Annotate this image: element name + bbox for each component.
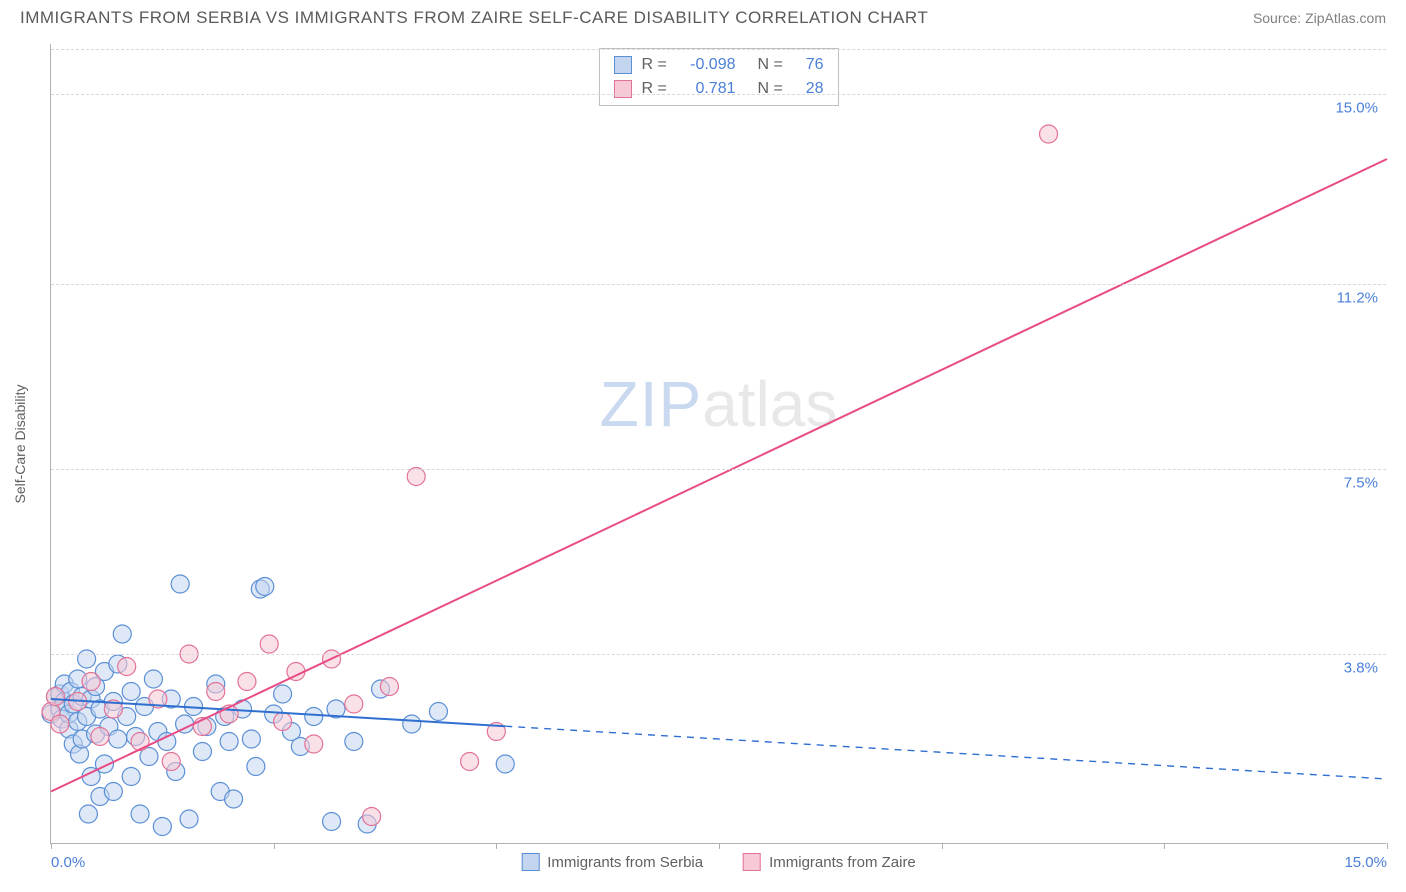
legend-label: Immigrants from Zaire: [769, 854, 916, 871]
trend-line: [51, 159, 1387, 792]
data-point: [363, 808, 381, 826]
legend-r-label: R =: [642, 53, 670, 77]
legend-item: Immigrants from Zaire: [743, 853, 916, 871]
data-point: [461, 753, 479, 771]
data-point: [118, 658, 136, 676]
legend-swatch: [743, 853, 761, 871]
data-point: [193, 743, 211, 761]
legend-item: Immigrants from Serbia: [521, 853, 703, 871]
gridline: [51, 469, 1386, 470]
data-point: [380, 678, 398, 696]
data-point: [78, 650, 96, 668]
legend-row: R = -0.098 N = 76: [614, 53, 824, 77]
data-point: [247, 758, 265, 776]
x-tick: [1387, 843, 1388, 849]
x-tick-label: 15.0%: [1344, 854, 1387, 871]
y-tick-label: 15.0%: [1335, 100, 1378, 117]
data-point: [122, 683, 140, 701]
y-tick-label: 3.8%: [1344, 660, 1378, 677]
chart-title: IMMIGRANTS FROM SERBIA VS IMMIGRANTS FRO…: [20, 8, 928, 28]
data-point: [323, 813, 341, 831]
data-point: [305, 708, 323, 726]
x-tick-label: 0.0%: [51, 854, 85, 871]
data-point: [274, 713, 292, 731]
data-point: [79, 805, 97, 823]
data-point: [131, 805, 149, 823]
data-point: [158, 733, 176, 751]
data-point: [51, 715, 69, 733]
x-tick: [942, 843, 943, 849]
data-point: [305, 735, 323, 753]
data-point: [46, 688, 64, 706]
y-tick-label: 7.5%: [1344, 475, 1378, 492]
data-point: [260, 635, 278, 653]
data-point: [113, 625, 131, 643]
legend-r-value: 0.781: [680, 77, 736, 101]
data-point: [109, 730, 127, 748]
data-point: [238, 673, 256, 691]
data-point: [180, 810, 198, 828]
data-point: [131, 733, 149, 751]
data-point: [256, 578, 274, 596]
legend-row: R = 0.781 N = 28: [614, 77, 824, 101]
data-point: [144, 670, 162, 688]
x-tick: [274, 843, 275, 849]
legend-n-value: 76: [796, 53, 824, 77]
y-tick-label: 11.2%: [1337, 290, 1378, 307]
y-axis-label: Self-Care Disability: [12, 384, 28, 503]
data-point: [407, 468, 425, 486]
data-point: [242, 730, 260, 748]
legend-n-value: 28: [796, 77, 824, 101]
data-point: [162, 753, 180, 771]
legend-r-value: -0.098: [680, 53, 736, 77]
chart: Self-Care Disability ZIPatlas R =-0.098N…: [50, 44, 1386, 844]
data-point: [403, 715, 421, 733]
data-point: [345, 695, 363, 713]
legend-n-label: N =: [758, 77, 786, 101]
gridline: [51, 49, 1386, 50]
plot-svg: [51, 44, 1386, 843]
data-point: [220, 733, 238, 751]
data-point: [91, 728, 109, 746]
data-point: [274, 685, 292, 703]
data-point: [207, 683, 225, 701]
trend-line-dashed: [505, 726, 1387, 779]
x-tick: [51, 843, 52, 849]
chart-header: IMMIGRANTS FROM SERBIA VS IMMIGRANTS FRO…: [0, 0, 1406, 32]
plot-area: ZIPatlas R =-0.098N =76R =0.781N =28 Imm…: [50, 44, 1386, 844]
gridline: [51, 654, 1386, 655]
series-legend: Immigrants from Serbia Immigrants from Za…: [521, 853, 916, 871]
data-point: [82, 673, 100, 691]
correlation-legend: R = -0.098 N = 76 R = 0.781 N = 28: [599, 48, 839, 106]
legend-swatch: [614, 56, 632, 74]
x-tick: [719, 843, 720, 849]
data-point: [122, 768, 140, 786]
x-tick: [496, 843, 497, 849]
data-point: [104, 783, 122, 801]
legend-swatch: [614, 80, 632, 98]
x-tick: [1164, 843, 1165, 849]
legend-label: Immigrants from Serbia: [547, 854, 703, 871]
data-point: [225, 790, 243, 808]
legend-n-label: N =: [758, 53, 786, 77]
legend-swatch: [521, 853, 539, 871]
data-point: [153, 818, 171, 836]
data-point: [429, 703, 447, 721]
legend-r-label: R =: [642, 77, 670, 101]
data-point: [171, 575, 189, 593]
chart-source: Source: ZipAtlas.com: [1253, 10, 1386, 26]
data-point: [345, 733, 363, 751]
gridline: [51, 94, 1386, 95]
data-point: [496, 755, 514, 773]
gridline: [51, 284, 1386, 285]
data-point: [1040, 125, 1058, 143]
